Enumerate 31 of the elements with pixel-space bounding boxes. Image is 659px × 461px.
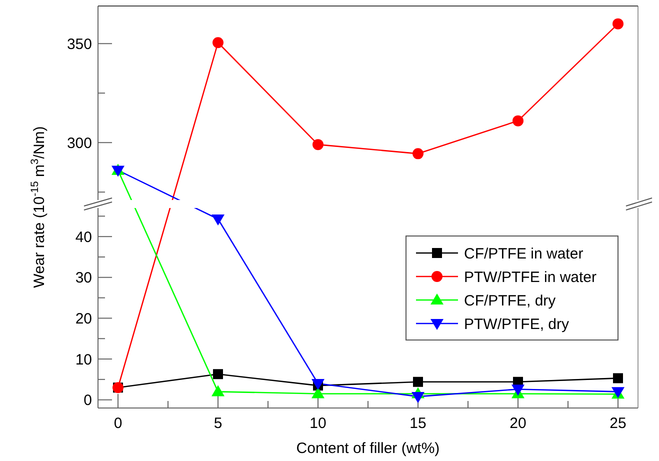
point — [312, 387, 324, 398]
y-tick-label: 350 — [66, 36, 92, 53]
point — [213, 369, 223, 380]
point — [612, 18, 624, 30]
x-tick-label: 5 — [214, 415, 222, 432]
point — [212, 37, 224, 48]
y-tick-label: 30 — [75, 270, 92, 287]
point — [412, 392, 424, 404]
legend-label: PTW/PTFE in water — [464, 268, 597, 286]
x-axis-title: Content of filler (wt%) — [296, 440, 440, 457]
y-tick-label: 300 — [66, 134, 92, 152]
y-tick-label: 10 — [75, 351, 92, 368]
legend-label: CF/PTFE, dry — [464, 292, 556, 310]
point — [512, 384, 524, 396]
x-tick-label: 15 — [410, 415, 426, 432]
x-tick-label: 20 — [510, 415, 526, 432]
point — [412, 148, 424, 160]
point — [212, 214, 224, 226]
y-tick-label: 0 — [84, 392, 92, 410]
x-tick-label: 25 — [610, 415, 626, 432]
point — [413, 376, 423, 387]
point — [312, 139, 324, 150]
point — [512, 115, 524, 126]
legend-label: CF/PTFE in water — [464, 245, 584, 262]
point — [613, 373, 623, 384]
point — [212, 385, 224, 396]
x-tick-label: 10 — [310, 415, 326, 432]
y-tick-label: 20 — [75, 310, 92, 328]
x-tick-label: 0 — [114, 415, 122, 432]
y-tick-label: 40 — [75, 228, 92, 246]
legend-label: PTW/PTFE, dry — [464, 316, 570, 333]
